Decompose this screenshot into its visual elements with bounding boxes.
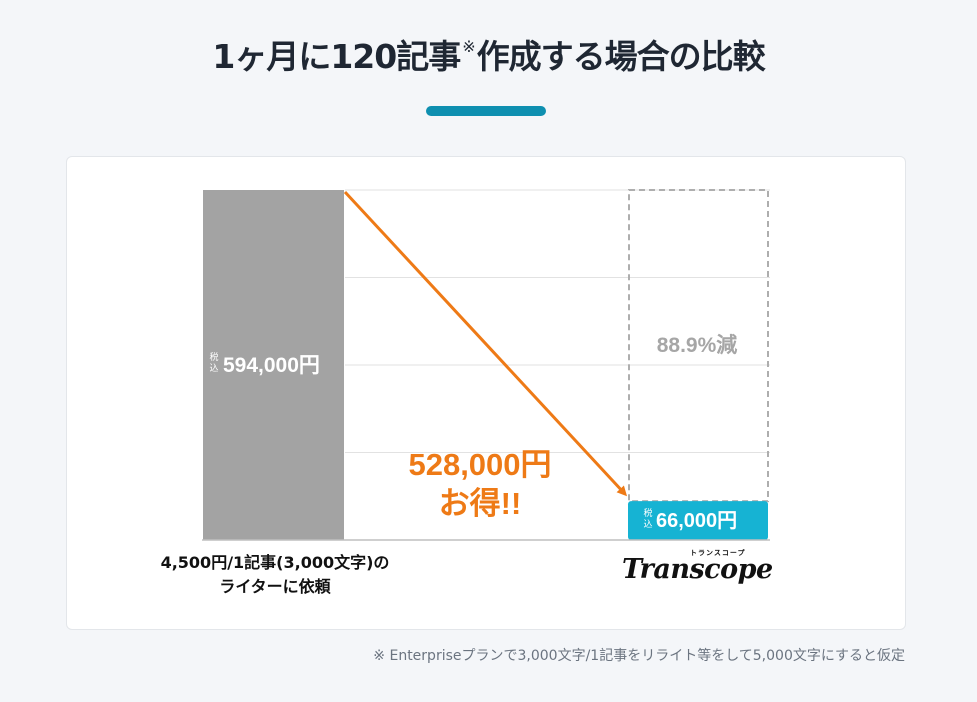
- left-caption-line2: ライターに依頼: [219, 577, 331, 596]
- original-cost-outline: [628, 189, 769, 503]
- transcope-logo: トランスコープ Transcope: [620, 549, 780, 588]
- savings-text: お得!!: [439, 486, 522, 521]
- title-rest: 作成する場合の比較: [476, 37, 766, 76]
- tax-badge-top-right: 税: [643, 507, 652, 518]
- page-title: 1ヶ月に120記事 ※作成する場合の比較: [0, 30, 977, 78]
- title-main: 1ヶ月に120記事: [212, 37, 461, 76]
- tax-badge-top: 税: [209, 351, 218, 362]
- grid-lines: [345, 189, 770, 453]
- bars: [203, 189, 769, 540]
- title-note-mark: ※: [462, 37, 475, 56]
- bar-transcope: [628, 501, 768, 540]
- savings-amount: 528,000円: [408, 447, 551, 482]
- left-caption-line1: 4,500円/1記事(3,000文字)の: [160, 553, 390, 572]
- title-underline: [426, 106, 546, 116]
- reduction-label: 88.9%減: [657, 333, 738, 357]
- left-bar-value-label: 594,000円: [223, 354, 320, 377]
- logo-kana: トランスコープ: [690, 549, 746, 557]
- left-category-label: 4,500円/1記事(3,000文字)の ライターに依頼: [140, 551, 410, 599]
- savings-arrow: [343, 190, 628, 497]
- right-bar-value-label: 66,000円: [656, 510, 737, 532]
- footnote: ※ Enterpriseプランで3,000文字/1記事をリライト等をして5,00…: [373, 648, 905, 664]
- logo-text: Transcope: [622, 554, 773, 585]
- tax-badge-bottom: 込: [209, 363, 218, 373]
- bar-writer: [203, 190, 344, 540]
- tax-badge-bottom-right: 込: [643, 519, 652, 529]
